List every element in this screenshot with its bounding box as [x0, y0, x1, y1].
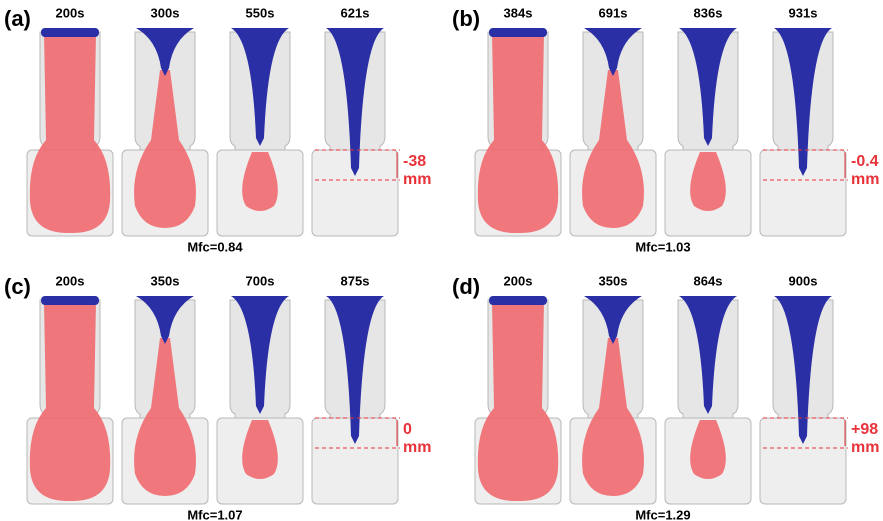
- time-label: 350s: [151, 273, 180, 288]
- time-label: 200s: [56, 5, 85, 20]
- annotation-value: +98: [851, 421, 878, 438]
- mfc-label: Mfc=0.84: [187, 239, 243, 254]
- mfc-label: Mfc=1.03: [635, 239, 690, 254]
- solid-cap: [489, 28, 547, 37]
- time-label: 875s: [341, 273, 370, 288]
- time-label: 200s: [504, 273, 533, 288]
- annotation-value: -38: [403, 153, 426, 170]
- annotation-unit: mm: [403, 171, 431, 188]
- figure: (a)200s300s550s621s-38mmMfc=0.84(b)384s6…: [0, 0, 883, 521]
- annotation-unit: mm: [851, 439, 879, 456]
- panel-label: (d): [452, 274, 480, 299]
- solid-cap: [41, 28, 99, 37]
- time-label: 550s: [246, 5, 275, 20]
- time-label: 300s: [151, 5, 180, 20]
- solid-cap: [489, 296, 547, 305]
- time-label: 900s: [789, 273, 818, 288]
- time-label: 621s: [341, 5, 370, 20]
- time-label: 200s: [56, 273, 85, 288]
- time-label: 384s: [504, 5, 533, 20]
- annotation-unit: mm: [851, 171, 879, 188]
- time-label: 864s: [694, 273, 723, 288]
- panel-label: (c): [4, 274, 31, 299]
- time-label: 350s: [599, 273, 628, 288]
- annotation-unit: mm: [403, 439, 431, 456]
- panel-label: (b): [452, 6, 480, 31]
- time-label: 700s: [246, 273, 275, 288]
- time-label: 691s: [599, 5, 628, 20]
- time-label: 931s: [789, 5, 818, 20]
- panel-label: (a): [4, 6, 31, 31]
- annotation-value: -0.4: [851, 153, 879, 170]
- time-label: 836s: [694, 5, 723, 20]
- mfc-label: Mfc=1.07: [187, 507, 242, 521]
- annotation-value: 0: [403, 421, 412, 438]
- mfc-label: Mfc=1.29: [635, 507, 690, 521]
- solid-cap: [41, 296, 99, 305]
